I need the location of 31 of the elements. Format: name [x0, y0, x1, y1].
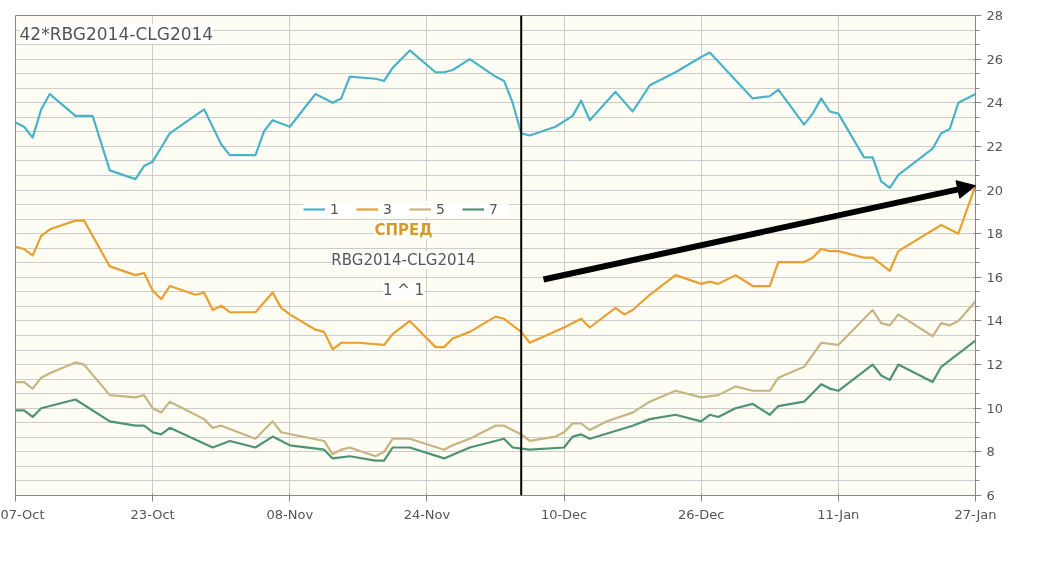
y-tick-label: 6 [986, 488, 995, 503]
line-series [15, 49, 976, 189]
x-tick-label: 08-Nov [266, 506, 314, 522]
annotation: RBG2014-CLG2014 [331, 251, 476, 270]
x-tick-label: 11-Jan [817, 506, 860, 522]
annotation: 1 ^ 1 [382, 281, 425, 300]
x-tick-label: 23-Oct [130, 506, 175, 522]
y-tick-label: 20 [986, 182, 1004, 198]
y-tick-label: 10 [986, 400, 1004, 416]
y-tick-label: 18 [986, 226, 1004, 242]
x-tick-label: 10-Dec [540, 506, 588, 522]
x-tick-label: 26-Dec [678, 506, 725, 522]
y-tick-label: 26 [986, 51, 1004, 67]
legend-label: 1 [330, 200, 340, 217]
legend-label: 3 [383, 200, 393, 217]
y-tick-label: 16 [986, 269, 1004, 285]
y-tick-label: 8 [986, 444, 995, 460]
line-series [15, 300, 976, 458]
x-tick-label: 27-Jan [954, 506, 997, 522]
y-tick-label: 24 [986, 95, 1004, 111]
text: 42*RBG2014-CLG2014 [19, 23, 214, 44]
line-series [15, 339, 976, 462]
x-tick-label: 07-Oct [0, 506, 45, 522]
y-tick-label: 14 [986, 313, 1004, 329]
legend-label: 5 [436, 200, 446, 217]
x-tick-label: 24-Nov [403, 506, 451, 522]
y-tick-label: 12 [986, 357, 1004, 373]
y-tick-label: 28 [986, 8, 1004, 23]
y-tick-label: 22 [986, 138, 1004, 154]
legend-title: СПРЕД [374, 221, 433, 240]
legend-label: 7 [489, 200, 499, 217]
